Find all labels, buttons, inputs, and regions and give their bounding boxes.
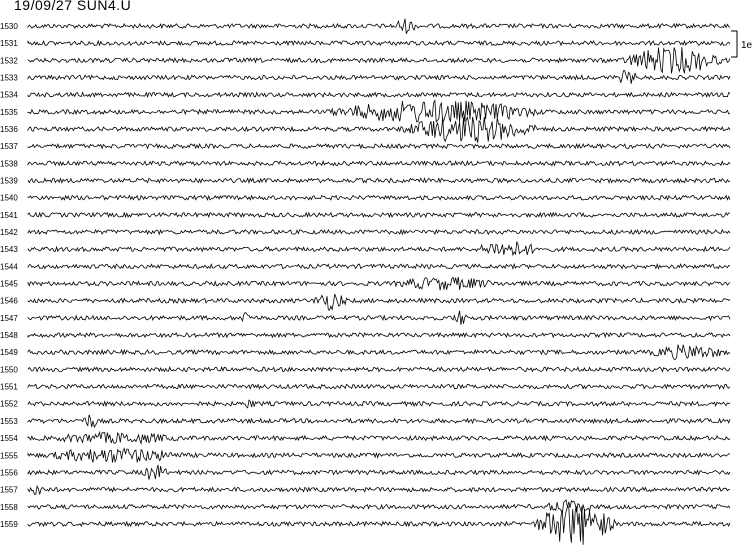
row-label: 1545	[0, 280, 18, 289]
trace-1552	[27, 399, 731, 409]
row-label: 1535	[0, 108, 18, 117]
trace-1548	[27, 331, 731, 339]
row-label: 1558	[0, 503, 18, 512]
trace-1554	[27, 430, 731, 445]
row-label: 1555	[0, 451, 18, 460]
trace-1553	[27, 414, 731, 428]
row-label: 1541	[0, 211, 18, 220]
row-label: 1540	[0, 194, 18, 203]
row-label: 1544	[0, 262, 18, 271]
trace-1544	[27, 262, 731, 270]
trace-1557	[27, 484, 731, 495]
row-label: 1546	[0, 297, 18, 306]
row-label: 1557	[0, 486, 18, 495]
trace-1535	[27, 99, 731, 124]
row-label: 1549	[0, 348, 18, 357]
trace-1545	[27, 276, 731, 291]
trace-1559	[27, 506, 731, 545]
trace-1542	[27, 228, 731, 236]
trace-1546	[27, 293, 731, 311]
row-label: 1550	[0, 365, 18, 374]
row-label: 1538	[0, 159, 18, 168]
row-label: 1548	[0, 331, 18, 340]
row-label: 1553	[0, 417, 18, 426]
row-label: 1534	[0, 91, 18, 100]
trace-1538	[27, 159, 731, 167]
trace-1540	[27, 194, 731, 201]
trace-1551	[27, 383, 731, 390]
row-label: 1559	[0, 520, 18, 529]
row-label: 1554	[0, 434, 18, 443]
row-label: 1530	[0, 22, 18, 31]
row-label: 1531	[0, 39, 18, 48]
trace-1530	[27, 18, 731, 34]
row-label: 1552	[0, 400, 18, 409]
trace-1550	[27, 366, 731, 373]
chart-title: 19/09/27 SUN4.U	[14, 0, 132, 13]
row-label: 1536	[0, 125, 18, 134]
trace-1532	[27, 47, 731, 74]
row-label: 1551	[0, 383, 18, 392]
row-label: 1543	[0, 245, 18, 254]
row-label: 1547	[0, 314, 18, 323]
trace-1556	[27, 464, 731, 480]
trace-1549	[27, 344, 731, 360]
trace-1537	[27, 142, 731, 150]
trace-1543	[27, 241, 731, 257]
trace-1547	[27, 310, 731, 325]
row-label: 1532	[0, 56, 18, 65]
scale-bar: 1e	[731, 30, 753, 58]
trace-1558	[27, 499, 731, 514]
row-label: 1533	[0, 74, 18, 83]
row-label: 1542	[0, 228, 18, 237]
trace-1539	[27, 177, 730, 185]
trace-1536	[27, 116, 731, 143]
trace-1541	[27, 211, 731, 219]
scale-label: 1e	[741, 40, 753, 51]
row-label: 1556	[0, 468, 18, 477]
trace-1555	[27, 447, 731, 464]
row-label: 1539	[0, 177, 18, 186]
row-label: 1537	[0, 142, 18, 151]
trace-1531	[27, 39, 731, 47]
trace-1534	[27, 91, 731, 99]
trace-1533	[27, 70, 731, 84]
